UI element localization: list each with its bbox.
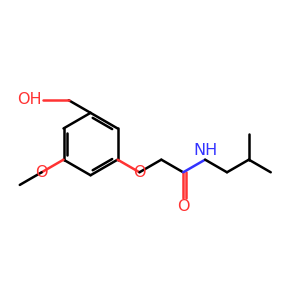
Text: O: O [133,165,146,180]
Text: OH: OH [17,92,42,107]
Text: O: O [177,199,190,214]
Text: NH: NH [193,143,217,158]
Text: O: O [35,165,48,180]
